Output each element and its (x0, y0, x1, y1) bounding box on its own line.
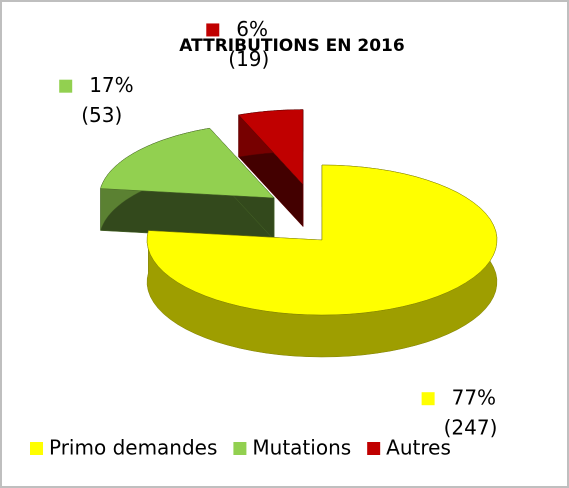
data-label: 17% (89, 73, 133, 97)
legend-swatch (233, 442, 247, 455)
legend-label: Primo demandes (49, 436, 217, 460)
slice-face (146, 164, 498, 316)
label-swatch (59, 79, 73, 93)
slice (238, 109, 304, 228)
count-label: (53) (81, 103, 122, 127)
slice (146, 164, 498, 358)
label-swatch (206, 23, 220, 37)
label-swatch (421, 392, 435, 406)
legend-swatch (30, 442, 43, 455)
count-label: (19) (228, 47, 269, 71)
legend-label: Autres (386, 436, 451, 460)
data-label: 77% (452, 386, 496, 410)
count-label: (247) (444, 416, 498, 440)
legend-label: Mutations (252, 436, 351, 460)
data-label: 6% (236, 17, 268, 41)
slice (100, 127, 275, 241)
slice-face (100, 127, 275, 199)
chart-title: ATTRIBUTIONS EN 2016 (179, 36, 404, 56)
legend-swatch (367, 442, 381, 455)
slice-face (238, 109, 304, 186)
